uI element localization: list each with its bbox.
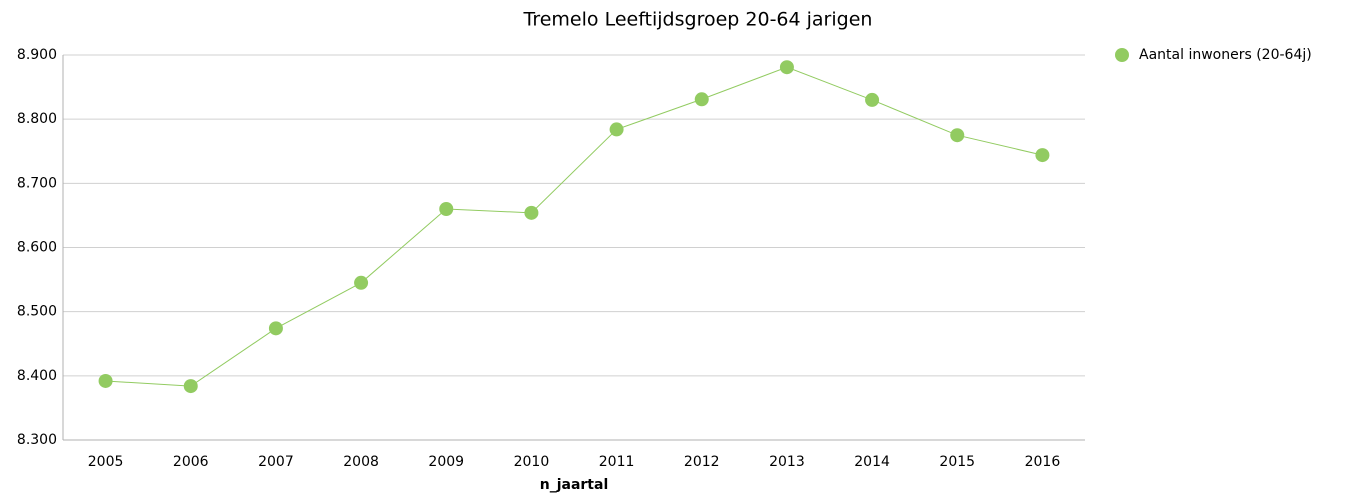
data-point — [865, 92, 880, 107]
chart-title: Tremelo Leeftijdsgroep 20-64 jarigen — [523, 9, 873, 31]
y-tick-label: 8.800 — [17, 111, 57, 127]
y-tick-label: 8.400 — [17, 368, 57, 384]
data-point — [98, 373, 113, 388]
data-point — [354, 275, 369, 290]
x-tick-label: 2015 — [939, 454, 975, 470]
x-tick-label: 2009 — [428, 454, 464, 470]
x-tick-label: 2011 — [599, 454, 635, 470]
x-tick-label: 2013 — [769, 454, 805, 470]
data-point — [609, 122, 624, 137]
x-tick-label: 2012 — [684, 454, 720, 470]
y-tick-label: 8.900 — [17, 47, 57, 63]
data-point — [524, 205, 539, 220]
data-point — [268, 321, 283, 336]
data-point — [950, 128, 965, 143]
legend-label: Aantal inwoners (20-64j) — [1139, 47, 1312, 63]
data-point — [183, 379, 198, 394]
x-axis-label: n_jaartal — [540, 477, 609, 493]
data-point — [1035, 148, 1050, 163]
y-tick-label: 8.600 — [17, 240, 57, 256]
x-tick-label: 2005 — [88, 454, 124, 470]
legend-marker — [1115, 48, 1129, 62]
y-tick-label: 8.500 — [17, 304, 57, 320]
data-point — [694, 92, 709, 107]
data-point — [779, 60, 794, 75]
series-line — [105, 66, 1043, 387]
x-tick-label: 2007 — [258, 454, 294, 470]
y-tick-label: 8.300 — [17, 432, 57, 448]
x-tick-label: 2016 — [1025, 454, 1061, 470]
x-tick-label: 2014 — [854, 454, 890, 470]
data-point — [439, 202, 454, 216]
x-tick-label: 2010 — [514, 454, 550, 470]
x-tick-label: 2008 — [343, 454, 379, 470]
y-tick-label: 8.700 — [17, 175, 57, 191]
x-tick-label: 2006 — [173, 454, 209, 470]
